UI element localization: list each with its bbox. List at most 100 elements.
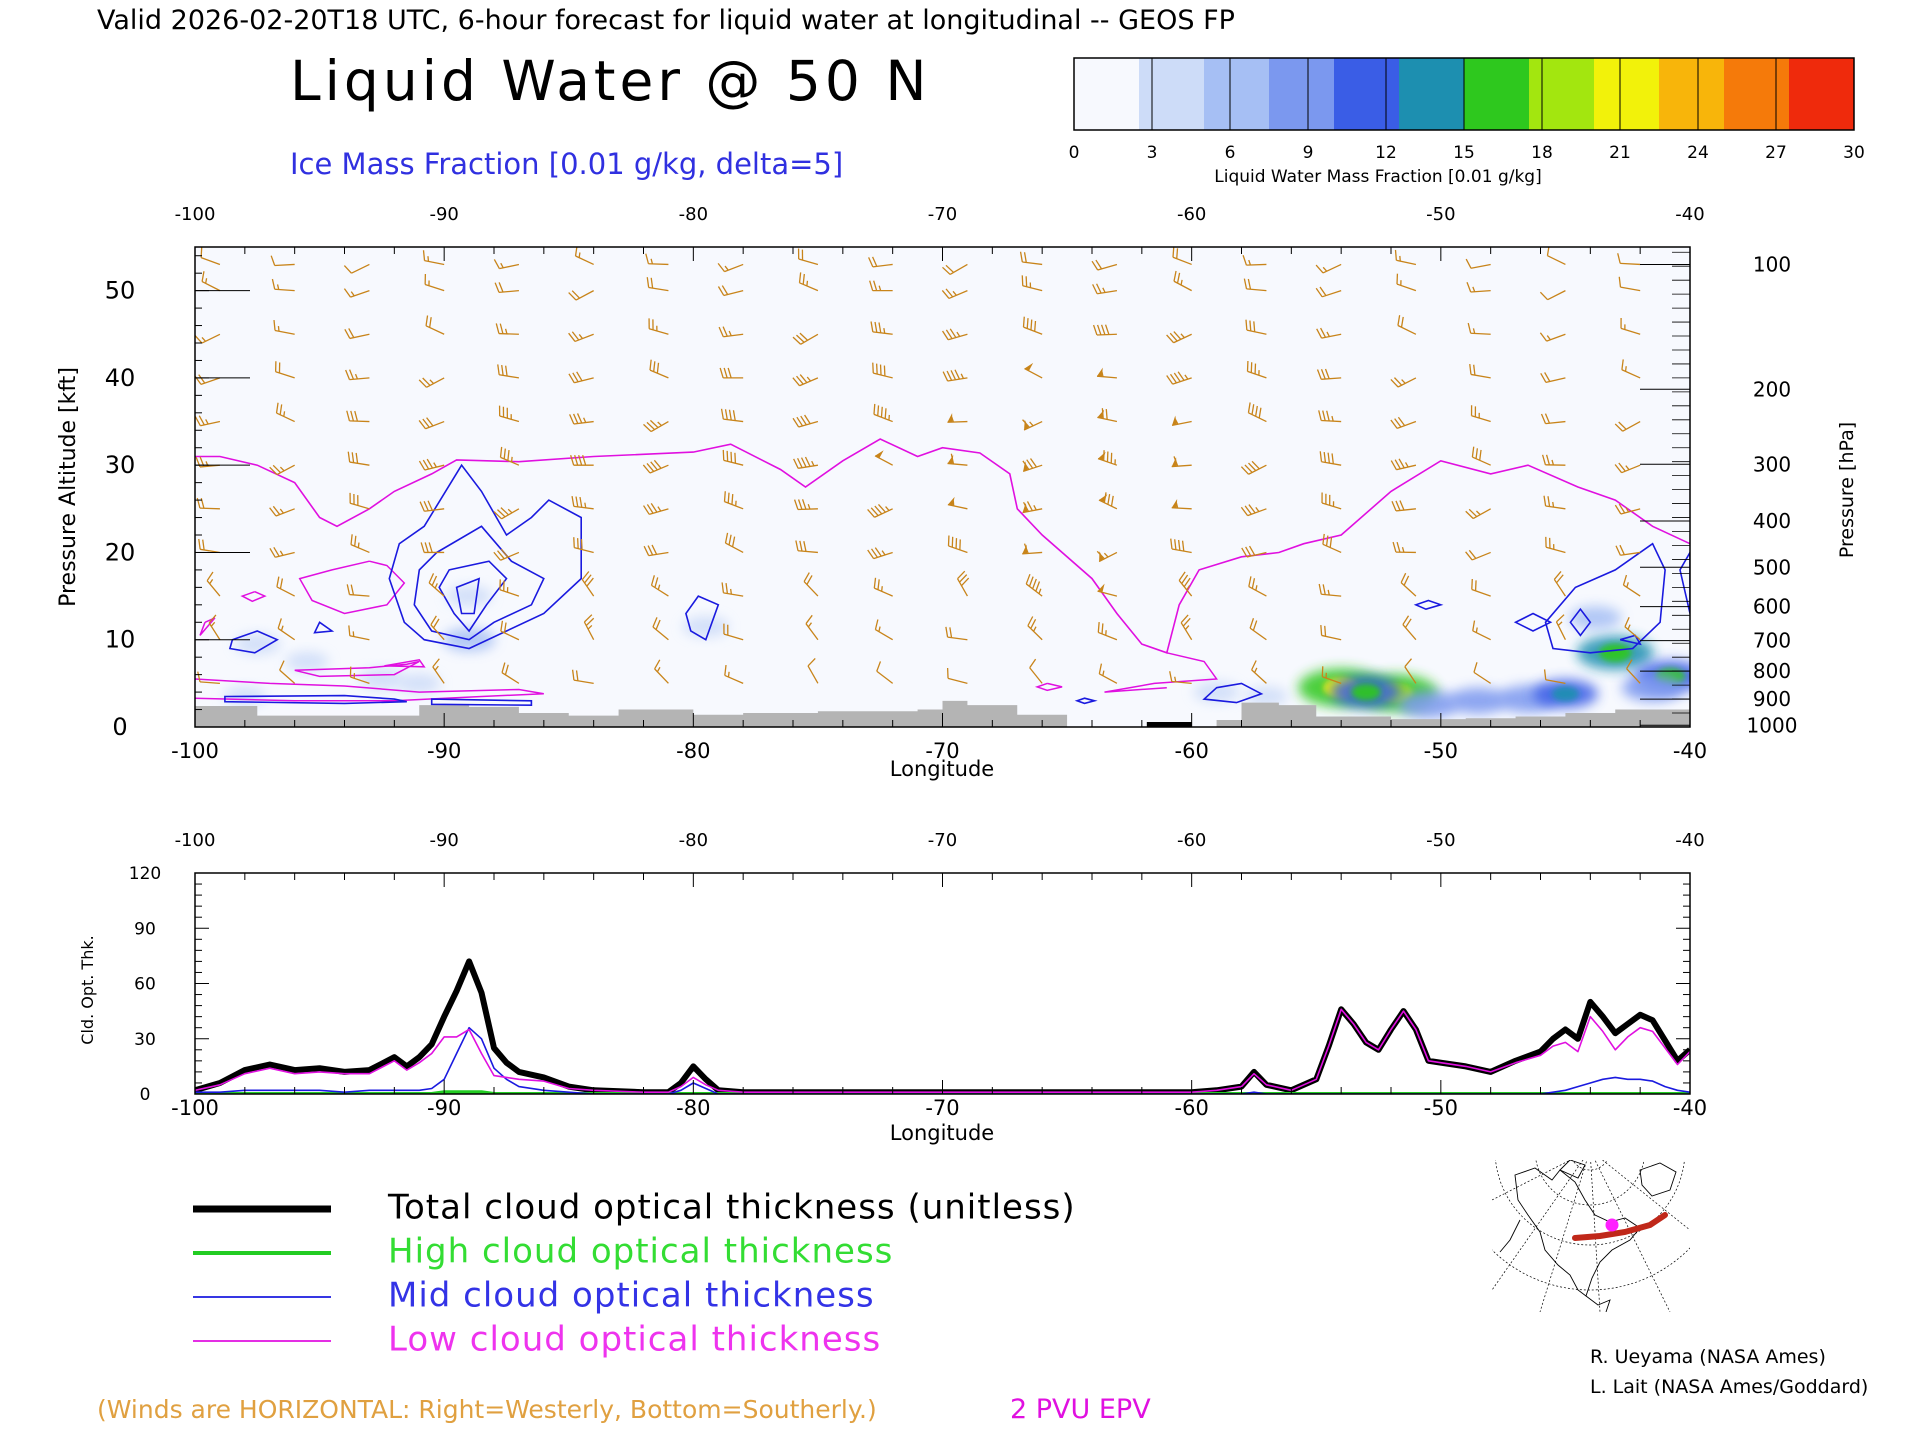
x-tick-label-bottom-top: -80 — [679, 830, 708, 851]
wind-barb-feather — [1615, 545, 1621, 556]
wind-barb — [1402, 615, 1417, 641]
wind-barb-feather — [872, 362, 874, 374]
wind-barb — [1247, 402, 1267, 423]
wind-barb-feather — [1614, 464, 1623, 474]
wind-barb-feather — [1240, 466, 1250, 475]
wind-barb-feather — [502, 406, 505, 418]
wind-barb-feather — [1320, 624, 1323, 636]
wind-barb-half-feather — [205, 278, 208, 284]
wind-barb-feather — [418, 379, 427, 388]
x-tick-label: -60 — [1175, 739, 1209, 763]
wind-barb-feather — [1393, 377, 1403, 386]
wind-barb-half-feather — [1254, 667, 1258, 673]
wind-barb-feather — [877, 579, 880, 590]
wind-barb-half-feather — [210, 621, 216, 627]
x-tick-label: -80 — [676, 739, 710, 763]
wind-barb-shaft — [279, 669, 296, 684]
wind-barb-feather — [270, 255, 276, 266]
wind-barb-feather — [1110, 452, 1113, 464]
wind-barb — [1621, 359, 1641, 379]
wind-barb-feather — [349, 369, 355, 380]
wind-barb — [277, 618, 296, 641]
wind-barb-feather — [1479, 449, 1482, 461]
wind-barb — [645, 253, 669, 266]
wind-barb-feather — [505, 365, 508, 377]
wind-barb-feather — [1618, 276, 1622, 288]
wind-barb-flag — [1096, 367, 1103, 377]
wind-barb-feather — [800, 415, 807, 426]
wind-barb-half-feather — [807, 622, 813, 628]
wind-barb — [419, 500, 445, 512]
wind-barb-feather — [722, 449, 725, 461]
wind-barb-feather — [1029, 458, 1037, 468]
epv-2pvu-line — [195, 438, 1690, 654]
wind-barb-feather — [650, 461, 658, 471]
wind-barb-feather — [654, 577, 659, 588]
liquid-water-blob — [682, 616, 729, 638]
plot-background — [195, 247, 1690, 727]
wind-barb-feather — [195, 375, 202, 385]
wind-barb-feather — [1397, 416, 1406, 427]
wind-barb-feather — [873, 577, 877, 589]
wind-barb-half-feather — [1399, 255, 1401, 262]
wind-barb-feather — [1390, 378, 1399, 388]
wind-barb-flag — [1024, 362, 1034, 371]
wind-barb-feather — [208, 614, 217, 624]
wind-barb-half-feather — [201, 337, 207, 342]
wind-barb-feather — [271, 278, 276, 290]
wind-barb-half-feather — [1101, 371, 1104, 377]
wind-barb-feather — [1103, 492, 1107, 503]
wind-barb-feather — [942, 266, 951, 275]
wind-barb-feather — [1247, 278, 1252, 290]
y-tick-label: 10 — [105, 626, 136, 654]
wind-barb-shaft — [1029, 667, 1043, 684]
wind-barb-feather — [1173, 331, 1182, 340]
wind-barb — [1092, 283, 1118, 295]
wind-barb-feather — [1242, 255, 1248, 266]
wind-barb-feather — [796, 375, 804, 385]
wind-barb-feather — [1327, 452, 1330, 464]
wind-barb — [197, 671, 220, 685]
colorbar-tick-label: 3 — [1147, 143, 1158, 163]
wind-barb-feather — [1172, 247, 1175, 258]
legend: Total cloud optical thickness (unitless)… — [193, 1188, 1075, 1360]
liquid-water-core — [1551, 686, 1580, 702]
wind-barb-feather — [201, 271, 205, 282]
wind-barb-shaft — [1620, 286, 1641, 292]
wind-barb — [1243, 278, 1267, 292]
wind-barb — [1466, 282, 1491, 293]
wind-barb-feather — [1022, 501, 1029, 512]
wind-barb-feather — [650, 575, 655, 586]
colorbar-tick-label: 21 — [1609, 143, 1631, 163]
wind-barb-feather — [499, 446, 503, 458]
wind-barb-feather — [804, 414, 811, 425]
wind-barb — [569, 413, 594, 425]
wind-barb — [872, 362, 893, 379]
wind-barb — [1022, 458, 1043, 472]
wind-barb — [349, 666, 370, 684]
wind-barb — [195, 333, 221, 344]
wind-barb-feather — [428, 573, 435, 584]
wind-barb-feather — [422, 459, 430, 470]
wind-barb-feather — [883, 365, 886, 377]
x-tick-label-top: -60 — [1177, 204, 1206, 225]
wind-barb-feather — [727, 624, 729, 636]
wind-barbs — [195, 247, 1641, 685]
wind-barb-feather — [503, 622, 507, 633]
wind-barb — [956, 570, 970, 597]
wind-barb-feather — [1617, 253, 1621, 264]
wind-barb-half-feather — [1401, 547, 1405, 553]
wind-barb-feather — [269, 466, 278, 476]
wind-barb — [1541, 454, 1566, 466]
wind-barb-feather — [497, 364, 500, 375]
wind-barb-feather — [1176, 248, 1179, 259]
wind-barb — [1022, 543, 1043, 555]
wind-barb-feather — [274, 361, 277, 372]
wind-barb-feather — [197, 671, 201, 682]
wind-barb-feather — [722, 326, 728, 337]
wind-barb-feather — [1092, 284, 1098, 295]
wind-barb-feather — [876, 661, 882, 672]
pressure-tick-label: 400 — [1753, 509, 1791, 533]
wind-barb-flag — [1097, 583, 1105, 593]
